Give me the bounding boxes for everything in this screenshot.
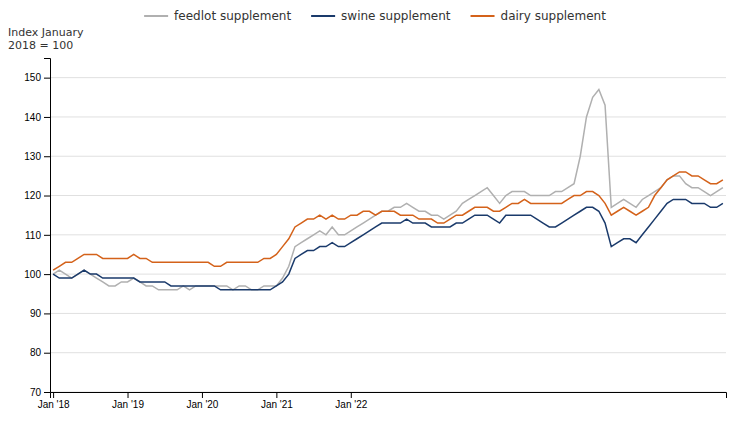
y-axis-label: 2018 = 100 bbox=[8, 39, 73, 52]
x-tick-label: Jan '18 bbox=[38, 399, 70, 410]
x-tick-mark bbox=[351, 392, 352, 398]
grid-line bbox=[50, 274, 726, 275]
y-tick-label: 110 bbox=[25, 230, 41, 241]
grid bbox=[50, 78, 726, 392]
y-tick-mark bbox=[44, 117, 50, 118]
x-tick-mark bbox=[202, 392, 203, 398]
series-line bbox=[53, 172, 723, 270]
y-tick-mark bbox=[44, 313, 50, 314]
y-tick-mark bbox=[44, 156, 50, 157]
y-axis-label: Index January bbox=[8, 26, 84, 39]
y-tick: 130 bbox=[24, 151, 50, 162]
x-tick: Jan '18 bbox=[38, 392, 70, 410]
y-tick-label: 130 bbox=[24, 151, 41, 162]
y-tick: 70 bbox=[30, 387, 50, 398]
y-tick-mark bbox=[44, 392, 50, 393]
y-tick: 80 bbox=[30, 347, 50, 358]
y-tick-mark bbox=[44, 274, 50, 275]
grid-line bbox=[50, 313, 726, 314]
x-axis: Jan '18 Jan '19 Jan '20 Jan '21 Jan '22 bbox=[38, 392, 727, 410]
series-line bbox=[53, 89, 723, 289]
grid-line bbox=[50, 352, 726, 353]
y-tick-label: 120 bbox=[24, 190, 41, 201]
y-tick-label: 100 bbox=[24, 269, 41, 280]
y-tick-label: 70 bbox=[30, 387, 42, 398]
grid-line bbox=[50, 116, 726, 117]
legend-label: feedlot supplement bbox=[174, 9, 291, 23]
grid-line bbox=[50, 234, 726, 235]
legend-swatch bbox=[144, 15, 168, 17]
legend-item: dairy supplement bbox=[471, 9, 607, 23]
y-tick-label: 150 bbox=[24, 72, 41, 83]
y-tick: 110 bbox=[25, 230, 50, 241]
x-tick: Jan '19 bbox=[112, 392, 144, 410]
x-tick-label: Jan '20 bbox=[186, 399, 218, 410]
y-tick-mark bbox=[44, 353, 50, 354]
y-tick: 120 bbox=[24, 190, 50, 201]
y-axis: 70 80 90 100 110 120 130 140 150 bbox=[24, 59, 50, 398]
grid-line bbox=[50, 77, 726, 78]
x-axis-line bbox=[51, 393, 727, 399]
x-tick-mark bbox=[128, 392, 129, 398]
x-tick-mark bbox=[53, 392, 54, 398]
y-tick: 150 bbox=[24, 72, 50, 83]
x-tick-label: Jan '21 bbox=[261, 399, 293, 410]
chart: 708090100110120130140150Jan '18Jan '19Ja… bbox=[0, 0, 750, 422]
series-line bbox=[53, 199, 723, 289]
legend-swatch bbox=[471, 15, 495, 17]
legend-item: swine supplement bbox=[311, 9, 451, 23]
y-tick-mark bbox=[44, 78, 50, 79]
x-tick-label: Jan '19 bbox=[112, 399, 144, 410]
x-tick: Jan '22 bbox=[335, 392, 367, 410]
y-tick-label: 80 bbox=[30, 347, 42, 358]
x-tick-mark bbox=[276, 392, 277, 398]
legend: feedlot supplement swine supplement dairy … bbox=[144, 9, 606, 23]
y-tick-label: 90 bbox=[30, 308, 42, 319]
legend-label: swine supplement bbox=[341, 9, 451, 23]
y-axis-line bbox=[44, 59, 51, 393]
y-tick-mark bbox=[44, 235, 50, 236]
grid-line bbox=[50, 156, 726, 157]
grid-line bbox=[50, 195, 726, 196]
y-tick: 140 bbox=[24, 112, 50, 123]
lines bbox=[53, 89, 723, 289]
legend-item: feedlot supplement bbox=[144, 9, 291, 23]
legend-label: dairy supplement bbox=[501, 9, 607, 23]
x-tick: Jan '21 bbox=[261, 392, 293, 410]
legend-swatch bbox=[311, 15, 335, 17]
y-tick-mark bbox=[44, 196, 50, 197]
x-tick-label: Jan '22 bbox=[335, 399, 367, 410]
y-tick: 100 bbox=[24, 269, 50, 280]
y-tick-label: 140 bbox=[24, 112, 41, 123]
y-tick: 90 bbox=[30, 308, 50, 319]
x-tick: Jan '20 bbox=[186, 392, 218, 410]
plot: 708090100110120130140150Jan '18Jan '19Ja… bbox=[24, 59, 726, 411]
